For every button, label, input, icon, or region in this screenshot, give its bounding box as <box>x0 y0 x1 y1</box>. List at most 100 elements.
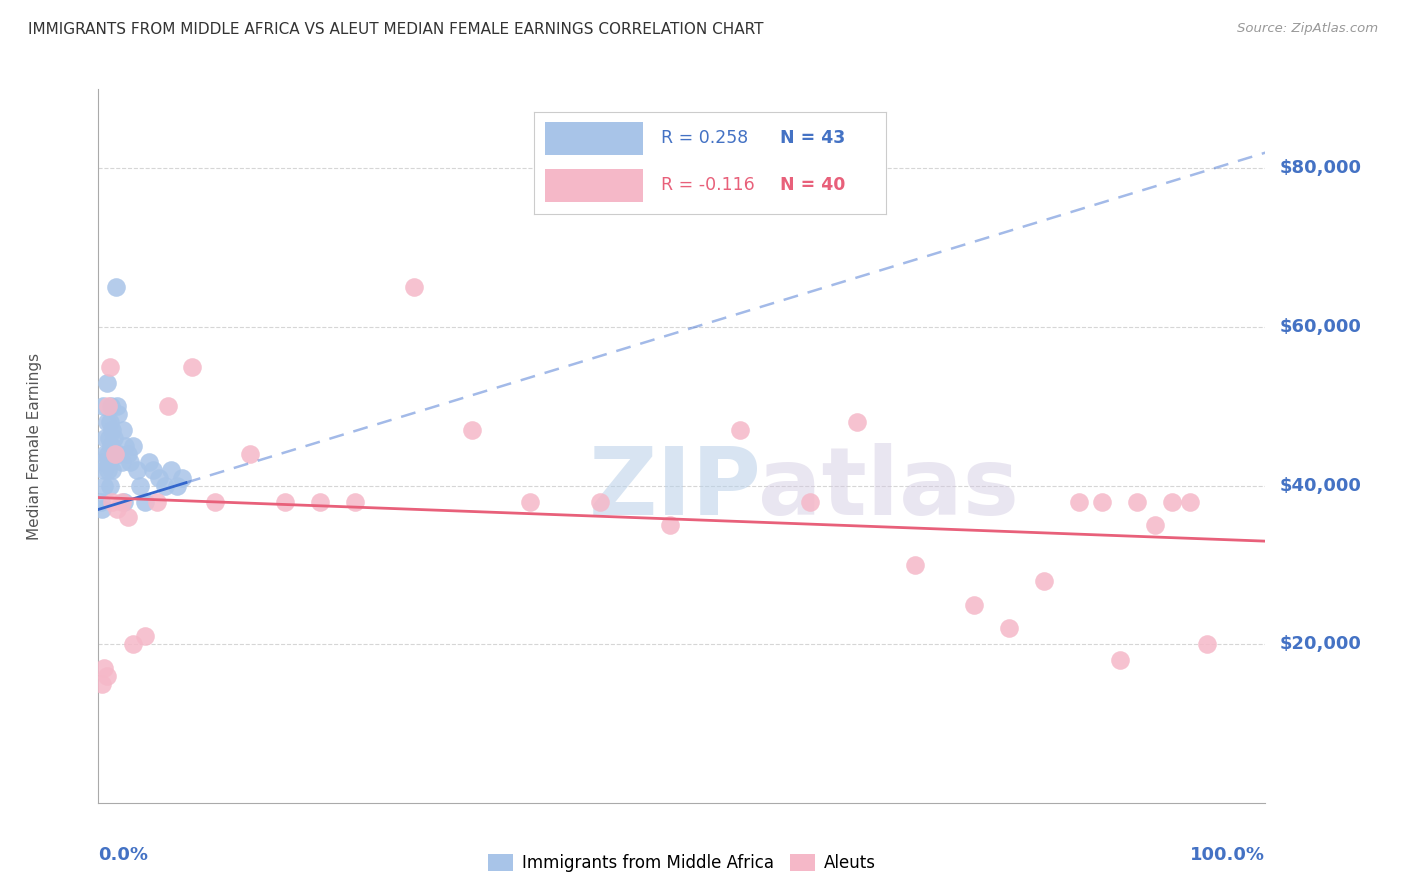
Point <box>1161 494 1184 508</box>
Text: N = 43: N = 43 <box>780 129 845 147</box>
Text: Source: ZipAtlas.com: Source: ZipAtlas.com <box>1237 22 1378 36</box>
FancyBboxPatch shape <box>544 122 644 154</box>
Point <box>104 447 127 461</box>
Point <box>108 447 131 461</box>
Point <box>1091 494 1114 508</box>
Point <box>93 463 115 477</box>
Point <box>117 447 139 461</box>
Point <box>122 439 145 453</box>
Text: $80,000: $80,000 <box>1279 160 1361 178</box>
Point <box>138 455 160 469</box>
Point <box>103 431 125 445</box>
Point <box>90 677 112 691</box>
Point <box>90 502 112 516</box>
Point <box>122 637 145 651</box>
Point <box>105 502 128 516</box>
Point <box>96 376 118 390</box>
Point <box>97 455 120 469</box>
Point <box>344 494 367 508</box>
Text: IMMIGRANTS FROM MIDDLE AFRICA VS ALEUT MEDIAN FEMALE EARNINGS CORRELATION CHART: IMMIGRANTS FROM MIDDLE AFRICA VS ALEUT M… <box>28 22 763 37</box>
Point <box>180 359 202 374</box>
Point <box>309 494 332 508</box>
Point <box>111 423 134 437</box>
Point <box>91 455 114 469</box>
Point <box>730 423 752 437</box>
Point <box>148 471 170 485</box>
Point <box>97 447 120 461</box>
Point <box>117 510 139 524</box>
Point <box>134 494 156 508</box>
Point <box>98 478 121 492</box>
Point <box>172 471 194 485</box>
Text: Median Female Earnings: Median Female Earnings <box>27 352 42 540</box>
Point <box>1067 494 1090 508</box>
Point <box>97 400 120 414</box>
Point <box>93 478 115 492</box>
Point <box>96 669 118 683</box>
Point <box>166 478 188 492</box>
Point <box>274 494 297 508</box>
Point <box>402 280 425 294</box>
Point <box>1195 637 1218 651</box>
Text: ZIP: ZIP <box>589 442 762 535</box>
Point <box>146 494 169 508</box>
Text: R = -0.116: R = -0.116 <box>661 177 755 194</box>
Text: $60,000: $60,000 <box>1279 318 1361 336</box>
Point <box>239 447 262 461</box>
Point <box>159 463 181 477</box>
Point <box>962 598 984 612</box>
Point <box>94 431 117 445</box>
Point <box>97 463 120 477</box>
Point <box>519 494 541 508</box>
Point <box>204 494 226 508</box>
Point <box>125 463 148 477</box>
Point <box>997 621 1019 635</box>
Point <box>90 494 112 508</box>
Point <box>1108 653 1130 667</box>
Point <box>96 415 118 429</box>
Point <box>799 494 821 508</box>
Text: R = 0.258: R = 0.258 <box>661 129 748 147</box>
Point <box>91 400 114 414</box>
Point <box>104 280 127 294</box>
Text: atlas: atlas <box>758 442 1019 535</box>
Point <box>1032 574 1054 588</box>
Point <box>101 423 124 437</box>
Point <box>1178 494 1201 508</box>
Text: 0.0%: 0.0% <box>98 846 149 863</box>
Text: 100.0%: 100.0% <box>1191 846 1265 863</box>
Point <box>118 455 141 469</box>
Legend: Immigrants from Middle Africa, Aleuts: Immigrants from Middle Africa, Aleuts <box>479 846 884 880</box>
Point <box>100 400 122 414</box>
Point <box>107 407 129 421</box>
Point <box>101 494 124 508</box>
Point <box>111 455 134 469</box>
Point <box>104 447 127 461</box>
Point <box>1126 494 1149 508</box>
Point <box>153 478 176 492</box>
Point <box>97 431 120 445</box>
Point <box>142 463 165 477</box>
Point <box>101 463 124 477</box>
Point <box>134 629 156 643</box>
Point <box>105 400 128 414</box>
Point <box>93 661 115 675</box>
Point <box>845 415 868 429</box>
Point <box>111 494 134 508</box>
Point <box>100 439 122 453</box>
Text: $40,000: $40,000 <box>1279 476 1361 495</box>
Point <box>904 558 927 572</box>
Point <box>112 494 135 508</box>
Point <box>98 359 121 374</box>
Point <box>129 478 152 492</box>
Point <box>98 415 121 429</box>
Point <box>589 494 612 508</box>
FancyBboxPatch shape <box>544 169 644 202</box>
Point <box>1143 518 1166 533</box>
Point <box>461 423 484 437</box>
Point <box>157 400 180 414</box>
Point <box>94 447 117 461</box>
Point <box>114 439 136 453</box>
Text: $20,000: $20,000 <box>1279 635 1361 653</box>
Text: N = 40: N = 40 <box>780 177 845 194</box>
